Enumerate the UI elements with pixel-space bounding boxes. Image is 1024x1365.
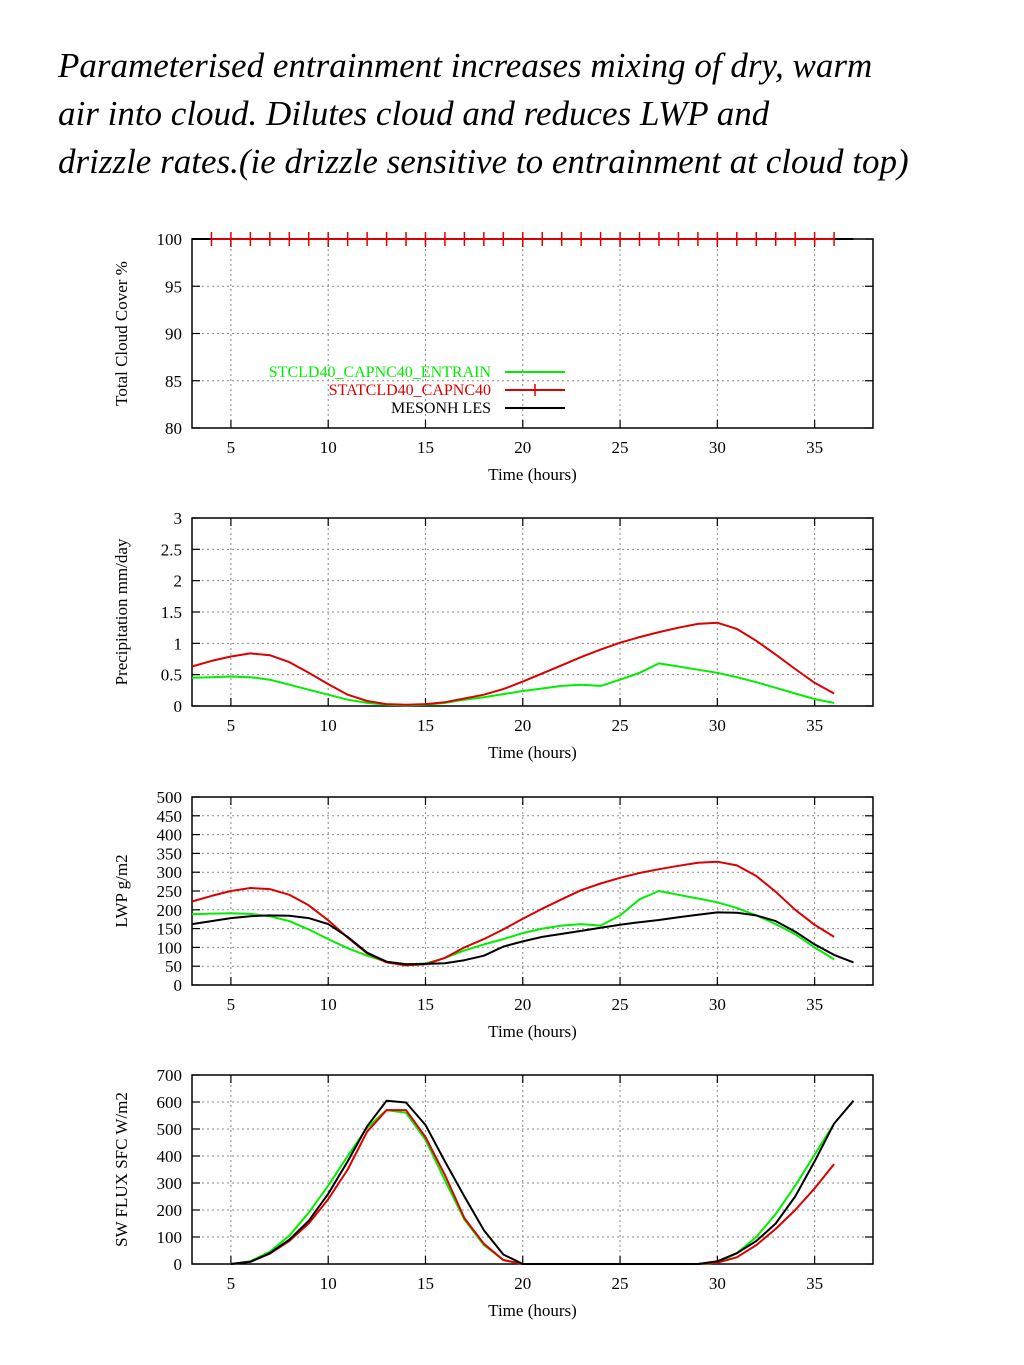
series-line-statcld40-capnc40 bbox=[191, 621, 835, 706]
y-tick-label: 250 bbox=[157, 882, 183, 901]
y-tick-label: 3 bbox=[174, 509, 183, 528]
y-tick-label: 600 bbox=[157, 1093, 183, 1112]
chart-panel-4: 5 10 15 20 25 30 35 0 100 200 300 400 500 600 700 Time … bbox=[112, 1066, 874, 1320]
series-line-statcld40-capnc40 bbox=[230, 1109, 835, 1265]
x-tick-label: 25 bbox=[612, 995, 629, 1014]
x-tick-label: 25 bbox=[612, 1274, 629, 1293]
y-tick-label: 0 bbox=[174, 697, 183, 716]
chart-panel-1: 5 10 15 20 25 30 35 80 85 90 95 100 Time (hours) Tota… bbox=[112, 230, 874, 484]
y-tick-label: 85 bbox=[165, 372, 182, 391]
y-tick-label: 100 bbox=[157, 1228, 183, 1247]
y-axis-label: LWP g/m2 bbox=[112, 854, 131, 927]
x-tick-label: 20 bbox=[514, 1274, 531, 1293]
y-tick-label: 95 bbox=[165, 277, 182, 296]
x-tick-label: 35 bbox=[806, 995, 823, 1014]
y-axis-label: SW FLUX SFC W/m2 bbox=[112, 1092, 131, 1247]
x-tick-label: 30 bbox=[709, 716, 726, 735]
y-tick-label: 100 bbox=[157, 230, 183, 249]
x-tick-label: 10 bbox=[320, 716, 337, 735]
x-tick-label: 15 bbox=[417, 716, 434, 735]
x-axis-label: Time (hours) bbox=[488, 1301, 577, 1320]
series-line-stcld40-capnc40-entrain bbox=[191, 890, 835, 966]
y-tick-label: 500 bbox=[157, 788, 183, 807]
x-tick-label: 30 bbox=[709, 1274, 726, 1293]
y-axis-label: Total Cloud Cover % bbox=[112, 261, 131, 406]
x-tick-label: 30 bbox=[709, 438, 726, 457]
y-tick-label: 2.5 bbox=[161, 540, 182, 559]
x-tick-label: 30 bbox=[709, 995, 726, 1014]
caption-line-2: air into cloud. Dilutes cloud and reduce… bbox=[58, 94, 770, 133]
chart-panel-3: 5 10 15 20 25 30 35050100150200250300350400450… bbox=[112, 788, 874, 1041]
x-tick-label: 20 bbox=[514, 995, 531, 1014]
x-tick-label: 25 bbox=[612, 716, 629, 735]
x-tick-label: 35 bbox=[806, 438, 823, 457]
y-tick-label: 200 bbox=[157, 901, 183, 920]
x-axis-label: Time (hours) bbox=[488, 1022, 577, 1041]
y-tick-label: 300 bbox=[157, 1174, 183, 1193]
x-tick-label: 5 bbox=[227, 1274, 236, 1293]
legend-label: STCLD40_CAPNC40_ENTRAIN bbox=[269, 364, 492, 381]
series-line-stcld40-capnc40-entrain bbox=[191, 662, 835, 707]
x-tick-label: 10 bbox=[320, 438, 337, 457]
x-tick-label: 5 bbox=[227, 995, 236, 1014]
y-tick-label: 2 bbox=[174, 572, 183, 591]
x-axis-label: Time (hours) bbox=[488, 743, 577, 762]
x-tick-label: 25 bbox=[612, 438, 629, 457]
x-tick-label: 15 bbox=[417, 995, 434, 1014]
x-tick-label: 35 bbox=[806, 1274, 823, 1293]
x-tick-label: 15 bbox=[417, 438, 434, 457]
caption-line-3: drizzle rates.(ie drizzle sensitive to e… bbox=[58, 142, 909, 181]
x-tick-label: 5 bbox=[227, 716, 236, 735]
y-tick-label: 100 bbox=[157, 938, 183, 957]
x-tick-label: 15 bbox=[417, 1274, 434, 1293]
series-line-mesonh-les bbox=[191, 911, 854, 966]
y-tick-label: 90 bbox=[165, 325, 182, 344]
y-tick-label: 350 bbox=[157, 844, 183, 863]
y-tick-label: 400 bbox=[157, 826, 183, 845]
y-tick-label: 150 bbox=[157, 920, 183, 939]
x-tick-label: 10 bbox=[320, 1274, 337, 1293]
y-tick-label: 0 bbox=[174, 1255, 183, 1274]
y-tick-label: 200 bbox=[157, 1201, 183, 1220]
legend-label: STATCLD40_CAPNC40 bbox=[329, 382, 491, 399]
y-axis-label: Precipitation mm/day bbox=[112, 538, 131, 685]
y-tick-label: 1.5 bbox=[161, 603, 182, 622]
series-line-stcld40-capnc40-entrain bbox=[230, 1109, 835, 1265]
x-tick-label: 10 bbox=[320, 995, 337, 1014]
y-tick-label: 0 bbox=[174, 976, 183, 995]
x-tick-label: 20 bbox=[514, 438, 531, 457]
y-tick-label: 300 bbox=[157, 863, 183, 882]
y-tick-label: 1 bbox=[174, 634, 183, 653]
series-line-statcld40-capnc40 bbox=[191, 860, 835, 967]
series-line-mesonh-les bbox=[230, 1099, 855, 1265]
legend-label: MESONH LES bbox=[391, 400, 491, 417]
y-tick-label: 700 bbox=[157, 1066, 183, 1085]
x-tick-label: 35 bbox=[806, 716, 823, 735]
caption-line-1: Parameterised entrainment increases mixi… bbox=[58, 46, 873, 85]
y-tick-label: 80 bbox=[165, 419, 182, 438]
y-tick-label: 450 bbox=[157, 807, 183, 826]
y-tick-label: 400 bbox=[157, 1147, 183, 1166]
y-tick-label: 50 bbox=[165, 957, 182, 976]
caption: Parameterised entrainment increases mixi… bbox=[58, 42, 1008, 186]
y-tick-label: 0.5 bbox=[161, 666, 182, 685]
chart-panel-2: 5 10 15 20 25 30 35 0 0.5 1 1.5 2 2.5 3 Time (hours) Pr… bbox=[112, 509, 874, 762]
x-axis-label: Time (hours) bbox=[488, 465, 577, 484]
y-tick-label: 500 bbox=[157, 1120, 183, 1139]
x-tick-label: 20 bbox=[514, 716, 531, 735]
x-tick-label: 5 bbox=[227, 438, 236, 457]
